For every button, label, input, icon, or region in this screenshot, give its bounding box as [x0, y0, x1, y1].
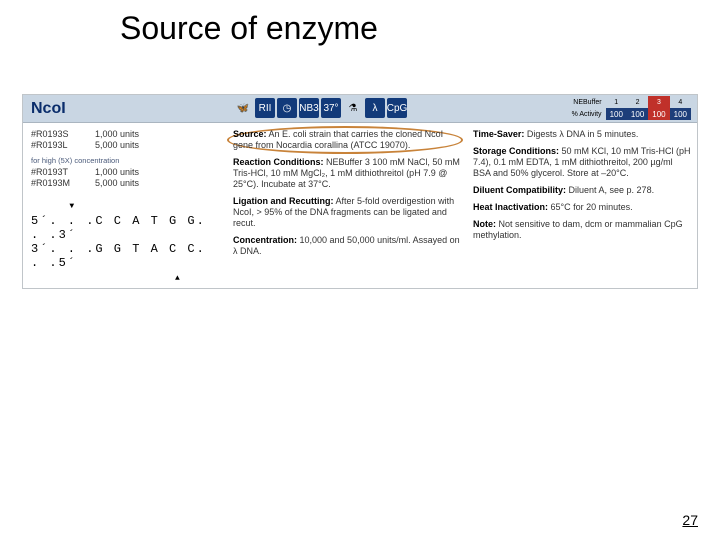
page-number: 27 — [682, 512, 698, 528]
note-label: Note: — [473, 219, 496, 229]
storage-label: Storage Conditions: — [473, 146, 559, 156]
timesaver-block: Time-Saver: Digests λ DNA in 5 minutes. — [473, 129, 691, 140]
product-units: 1,000 units — [95, 167, 165, 177]
ligation-label: Ligation and Recutting: — [233, 196, 334, 206]
panel-body: #R0193S 1,000 units #R0193L 5,000 units … — [23, 123, 697, 289]
enzyme-name: NcoI — [31, 100, 66, 118]
heat-label: Heat Inactivation: — [473, 202, 548, 212]
concentration-block: Concentration: 10,000 and 50,000 units/m… — [233, 235, 463, 257]
diluent-block: Diluent Compatibility: Diluent A, see p.… — [473, 185, 691, 196]
note-text: Not sensitive to dam, dcm or mammalian C… — [473, 219, 683, 240]
product-row: #R0193L 5,000 units — [31, 140, 221, 150]
ligation-block: Ligation and Recutting: After 5-fold ove… — [233, 196, 463, 229]
product-row: #R0193T 1,000 units — [31, 167, 221, 177]
enzyme-panel: NcoI 🦋 RII ◷ NB3 37° ⚗ λ CpG NEBuffer 1 … — [22, 94, 698, 289]
act-3: 100 — [648, 108, 669, 120]
buf-4: 4 — [670, 96, 691, 108]
page-title: Source of enzyme — [120, 10, 378, 47]
butterfly-icon: 🦋 — [233, 98, 253, 118]
product-id: #R0193T — [31, 167, 85, 177]
buf-1: 1 — [606, 96, 627, 108]
reaction-label: Reaction Conditions: — [233, 157, 324, 167]
act-1: 100 — [606, 108, 627, 120]
vortex-icon: ⚗ — [343, 98, 363, 118]
product-id: #R0193M — [31, 178, 85, 188]
cpg-icon: CpG — [387, 98, 407, 118]
timesaver-label: Time-Saver: — [473, 129, 524, 139]
seq-top: 5´. . .C C A T G G. . .3´ — [31, 214, 221, 242]
product-units: 1,000 units — [95, 129, 165, 139]
heat-block: Heat Inactivation: 65°C for 20 minutes. — [473, 202, 691, 213]
column-storage: Time-Saver: Digests λ DNA in 5 minutes. … — [473, 129, 691, 247]
concentration-label: Concentration: — [233, 235, 297, 245]
recognition-sequence: ▼ 5´. . .C C A T G G. . .3´ 3´. . .G G T… — [31, 198, 221, 286]
diluent-label: Diluent Compatibility: — [473, 185, 566, 195]
column-conditions: Source: An E. coli strain that carries t… — [233, 129, 463, 263]
seq-bot: 3´. . .G G T A C C. . .5´ — [31, 242, 221, 270]
neb3-icon: NB3 — [299, 98, 319, 118]
product-row: #R0193M 5,000 units — [31, 178, 221, 188]
source-label: Source: — [233, 129, 267, 139]
act-2: 100 — [627, 108, 648, 120]
activity-label: % Activity — [568, 108, 606, 120]
buf-3: 3 — [648, 96, 669, 108]
product-id: #R0193S — [31, 129, 85, 139]
product-units: 5,000 units — [95, 178, 165, 188]
note-block: Note: Not sensitive to dam, dcm or mamma… — [473, 219, 691, 241]
panel-header: NcoI 🦋 RII ◷ NB3 37° ⚗ λ CpG NEBuffer 1 … — [23, 95, 697, 123]
source-block: Source: An E. coli strain that carries t… — [233, 129, 463, 151]
rii-icon: RII — [255, 98, 275, 118]
temp-icon: 37° — [321, 98, 341, 118]
heat-text: 65°C for 20 minutes. — [551, 202, 633, 212]
column-products: #R0193S 1,000 units #R0193L 5,000 units … — [31, 129, 221, 286]
buffer-activity-table: NEBuffer 1 2 3 4 % Activity 100 100 100 … — [568, 96, 691, 120]
lambda-icon: λ — [365, 98, 385, 118]
storage-block: Storage Conditions: 50 mM KCl, 10 mM Tri… — [473, 146, 691, 179]
product-units: 5,000 units — [95, 140, 165, 150]
act-4: 100 — [670, 108, 691, 120]
concentration-note: for high (5X) concentration — [31, 156, 221, 165]
icon-row: 🦋 RII ◷ NB3 37° ⚗ λ CpG — [233, 98, 407, 118]
diluent-text: Diluent A, see p. 278. — [569, 185, 655, 195]
product-row: #R0193S 1,000 units — [31, 129, 221, 139]
clock-icon: ◷ — [277, 98, 297, 118]
product-id: #R0193L — [31, 140, 85, 150]
buffer-label: NEBuffer — [568, 96, 606, 108]
reaction-block: Reaction Conditions: NEBuffer 3 100 mM N… — [233, 157, 463, 190]
timesaver-text: Digests λ DNA in 5 minutes. — [527, 129, 639, 139]
buf-2: 2 — [627, 96, 648, 108]
